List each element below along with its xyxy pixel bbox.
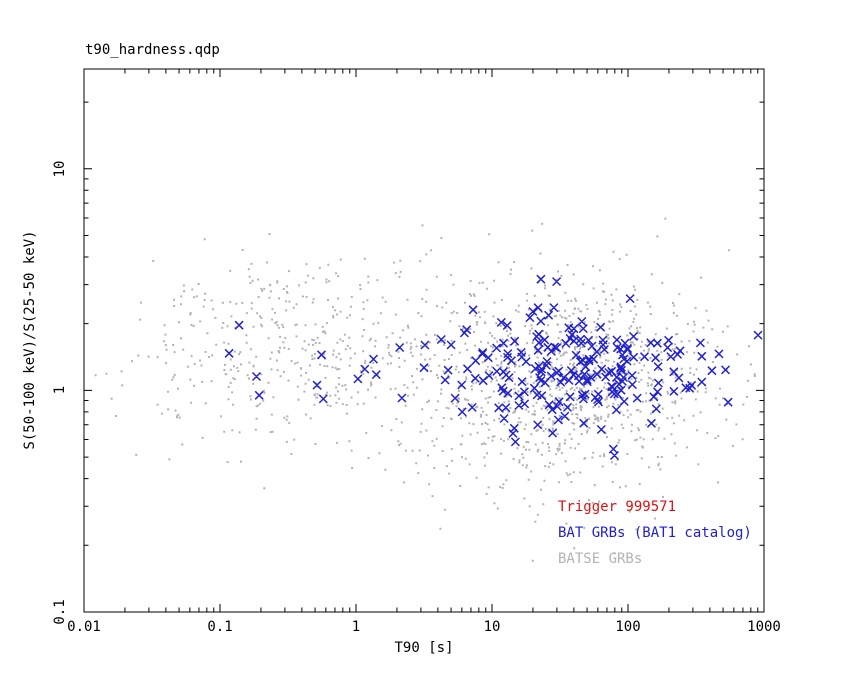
x-axis-title: T90 [s] xyxy=(394,640,454,656)
y-tick-label: 10 xyxy=(52,160,68,178)
y-axis-title: S(50-100 keV)/S(25-50 keV) xyxy=(22,230,38,450)
plot-title: t90_hardness.qdp xyxy=(85,42,220,58)
series-bat-grbs-bat1-catalog- xyxy=(224,274,763,461)
y-tick-label: 1 xyxy=(52,386,68,395)
legend-item-bat-grbs-bat1-catalog-: BAT GRBs (BAT1 catalog) xyxy=(558,525,752,541)
axis-ticks xyxy=(84,69,764,612)
x-tick-label: 100 xyxy=(615,619,641,635)
plot-frame xyxy=(83,68,765,613)
x-tick-label: 1 xyxy=(351,619,361,635)
y-tick-label: 0.1 xyxy=(52,599,68,625)
x-tick-label: 10 xyxy=(483,619,501,635)
x-tick-label: 0.1 xyxy=(207,619,233,635)
legend-item-trigger-999571: Trigger 999571 xyxy=(558,499,677,515)
legend: Trigger 999571 BAT GRBs (BAT1 catalog) BAT… xyxy=(558,494,752,572)
x-tick-label: 0.01 xyxy=(67,619,101,635)
x-tick-label: 1000 xyxy=(747,619,781,635)
legend-item-batse-grbs: BATSE GRBs xyxy=(558,551,643,567)
